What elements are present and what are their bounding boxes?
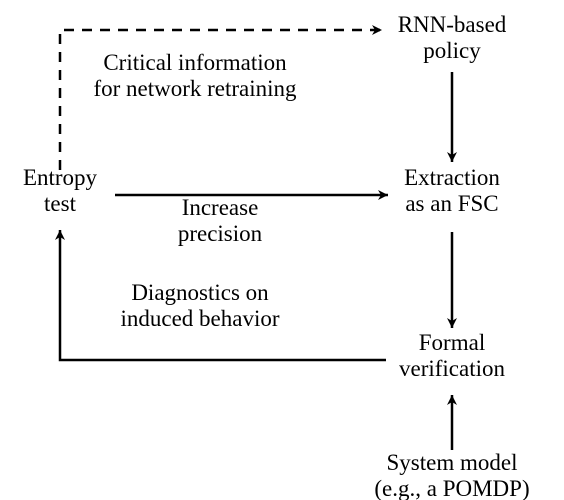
edge-label-entropy_to_rnn: Critical informationfor network retraini… xyxy=(93,50,297,101)
node-formal: Formalverification xyxy=(399,330,506,381)
node-system: System model(e.g., a POMDP) xyxy=(374,450,529,500)
node-entropy: Entropytest xyxy=(23,165,98,216)
node-rnn: RNN-basedpolicy xyxy=(398,12,507,63)
node-extract: Extractionas an FSC xyxy=(404,165,500,216)
edge-label-entropy_to_extract: Increaseprecision xyxy=(178,195,263,246)
edge-label-formal_to_entropy: Diagnostics oninduced behavior xyxy=(120,280,279,331)
